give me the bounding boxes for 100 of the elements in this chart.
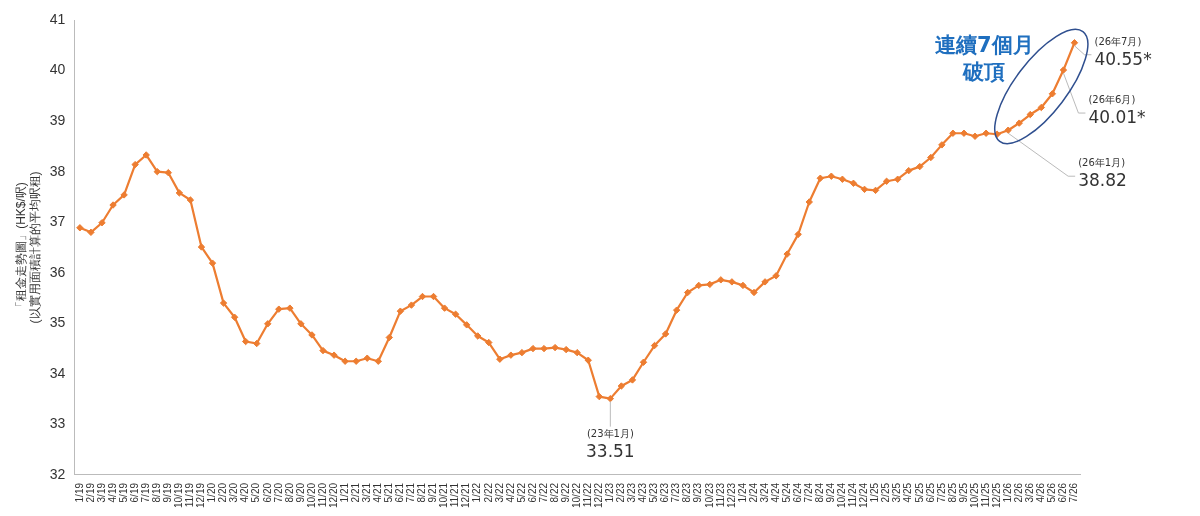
x-tick-label: 5/23 [648, 482, 660, 503]
x-tick-label: 3/23 [626, 482, 638, 503]
x-tick-label: 8/24 [814, 482, 826, 503]
x-tick-label: 9/19 [162, 482, 174, 503]
x-tick-label: 8/25 [946, 482, 958, 503]
y-tick-label: 36 [49, 263, 66, 280]
x-tick-label: 4/26 [1035, 482, 1047, 503]
x-tick-label: 6/21 [394, 482, 406, 503]
x-tick-label: 6/19 [128, 482, 140, 503]
x-tick-label: 8/20 [283, 482, 295, 503]
x-tick-label: 5/25 [913, 482, 925, 503]
x-tick-label: 7/19 [139, 482, 151, 503]
x-tick-label: 2/19 [84, 482, 96, 503]
x-tick-label: 10/25 [968, 482, 980, 509]
x-tick-label: 10/24 [836, 482, 848, 509]
x-tick-label: 3/19 [95, 482, 107, 503]
x-tick-label: 9/23 [692, 482, 704, 503]
x-tick-label: 5/20 [250, 482, 262, 503]
x-tick-label: 7/26 [1068, 482, 1080, 503]
x-tick-label: 2/24 [747, 482, 759, 503]
x-tick-label: 11/25 [979, 482, 991, 508]
annotation: 破頂 [962, 60, 1006, 84]
x-tick-label: 12/20 [327, 482, 339, 509]
x-tick-label: 4/21 [372, 482, 384, 503]
x-tick-label: 2/21 [349, 482, 361, 503]
x-tick-label: 2/25 [880, 482, 892, 503]
x-tick-label: 4/25 [902, 482, 914, 503]
y-tick-label: 32 [49, 465, 66, 482]
y-tick-label: 34 [49, 364, 66, 381]
x-tick-label: 1/21 [338, 482, 350, 503]
x-tick-label: 2/26 [1012, 482, 1024, 503]
x-tick-label: 11/19 [184, 482, 196, 508]
x-tick-label: 1/19 [73, 482, 85, 503]
x-tick-label: 7/20 [272, 482, 284, 503]
y-axis-title: 「租金走勢圖」(HK$/呎) (以實用面積計算的平均呎租) [13, 171, 42, 324]
annotation: (23年1月) 33.51 [586, 427, 635, 461]
annotation: (26年1月) 38.82 [1078, 157, 1127, 191]
x-tick-label: 4/23 [637, 482, 649, 503]
x-tick-label: 2/23 [615, 482, 627, 503]
x-tick-label: 5/26 [1046, 482, 1058, 503]
y-tick-label: 41 [49, 10, 66, 27]
x-tick-label: 12/25 [990, 482, 1002, 509]
x-tick-label: 11/21 [449, 482, 461, 508]
x-tick-label: 6/23 [659, 482, 671, 503]
x-tick-label: 5/24 [780, 482, 792, 503]
x-tick-label: 4/22 [504, 482, 516, 503]
x-tick-label: 3/24 [758, 482, 770, 503]
x-tick-label: 5/21 [383, 482, 395, 503]
y-tick-label: 33 [49, 415, 66, 432]
x-tick-label: 10/19 [173, 482, 185, 509]
x-tick-label: 6/20 [261, 482, 273, 503]
x-tick-label: 8/19 [151, 482, 162, 503]
x-tick-label: 12/22 [593, 482, 605, 509]
x-tick-label: 1/20 [206, 482, 218, 503]
x-tick-label: 10/21 [438, 482, 450, 509]
x-tick-label: 12/21 [460, 482, 472, 509]
x-tick-label: 1/24 [736, 482, 748, 503]
x-tick-label: 8/23 [681, 482, 693, 503]
x-tick-label: 7/23 [670, 482, 682, 503]
x-tick-label: 10/20 [305, 482, 317, 509]
x-tick-label: 3/21 [360, 482, 372, 503]
x-tick-label: 9/20 [294, 482, 306, 503]
x-tick-label: 11/24 [847, 482, 859, 508]
y-tick-label: 40 [49, 61, 66, 78]
x-tick-label: 4/20 [239, 482, 251, 503]
x-tick-label: 6/22 [526, 482, 538, 503]
annotation: 連續7個月 [934, 33, 1034, 57]
x-tick-label: 1/25 [869, 482, 881, 503]
x-tick-label: 7/21 [405, 482, 417, 503]
x-tick-label: 7/22 [537, 482, 549, 503]
x-tick-label: 8/22 [548, 482, 560, 503]
x-tick-label: 3/25 [891, 482, 903, 503]
y-tick-label: 38 [49, 162, 66, 179]
x-tick-label: 12/23 [725, 482, 737, 509]
x-tick-label: 3/20 [228, 482, 240, 503]
y-tick-label: 39 [49, 111, 66, 128]
x-tick-label: 5/22 [515, 482, 527, 503]
x-tick-label: 5/19 [117, 482, 129, 503]
x-tick-label: 10/22 [570, 482, 582, 509]
x-tick-label: 2/22 [482, 482, 494, 503]
x-tick-label: 10/23 [703, 482, 715, 509]
x-tick-label: 6/24 [791, 482, 803, 503]
x-tick-label: 9/24 [825, 482, 837, 503]
x-tick-label: 9/25 [957, 482, 969, 503]
x-tick-label: 3/22 [493, 482, 505, 503]
x-tick-label: 4/24 [769, 482, 781, 503]
x-tick-label: 9/21 [427, 482, 439, 503]
x-tick-label: 2/20 [217, 482, 229, 503]
x-tick-label: 8/21 [416, 482, 428, 503]
y-tick-label: 37 [49, 213, 66, 230]
x-tick-label: 6/26 [1057, 482, 1069, 503]
x-tick-label: 7/25 [935, 482, 947, 503]
x-tick-label: 12/24 [858, 482, 870, 509]
x-tick-label: 1/26 [1001, 482, 1013, 503]
x-tick-label: 11/23 [714, 482, 726, 508]
x-tick-label: 1/22 [471, 482, 483, 503]
x-tick-label: 7/24 [803, 482, 814, 503]
x-tick-label: 9/22 [559, 482, 571, 503]
x-tick-label: 4/19 [106, 482, 118, 503]
x-tick-label: 1/23 [604, 482, 616, 503]
